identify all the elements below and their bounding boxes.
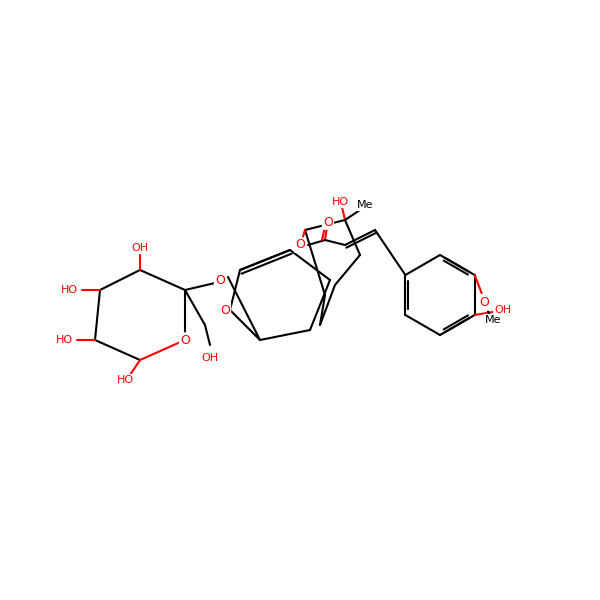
Text: O: O [220,304,230,317]
Text: HO: HO [56,335,73,345]
Text: Me: Me [484,315,501,325]
Text: OH: OH [494,305,511,315]
Text: OH: OH [202,353,218,363]
Text: O: O [295,238,305,251]
Text: HO: HO [61,285,78,295]
Text: O: O [180,334,190,346]
Text: OH: OH [131,243,149,253]
Text: HO: HO [331,197,349,207]
Text: HO: HO [116,375,134,385]
Text: O: O [480,296,490,310]
Text: O: O [215,274,225,286]
Text: O: O [323,215,333,229]
Text: Me: Me [357,200,373,210]
